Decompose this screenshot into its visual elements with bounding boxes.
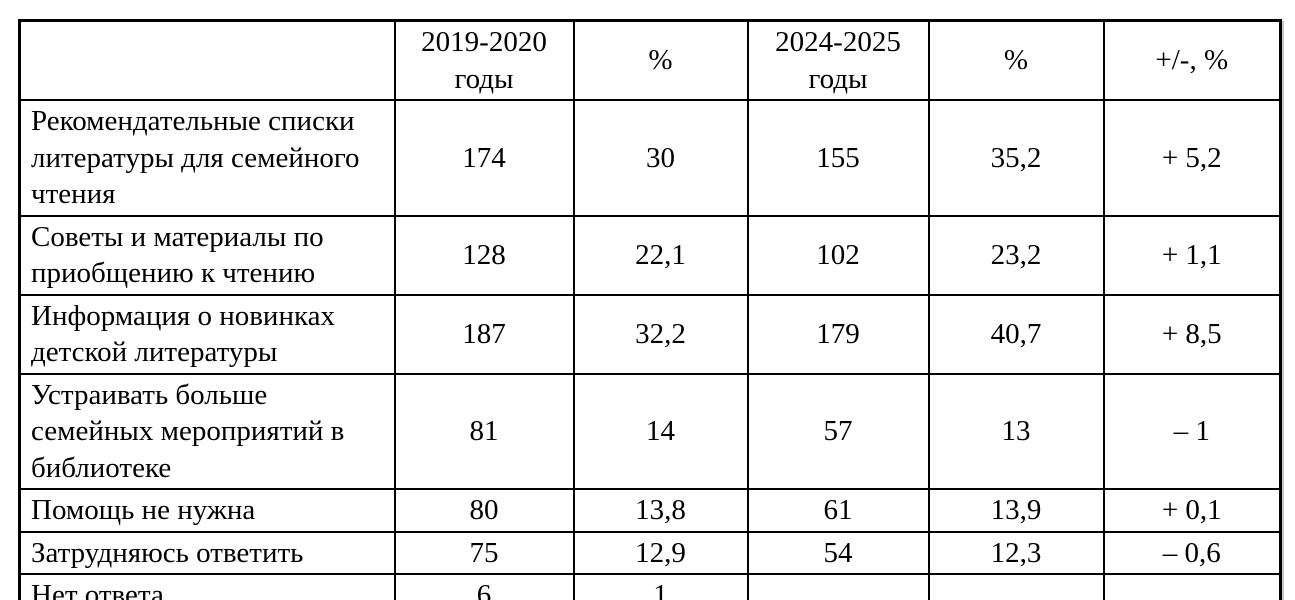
value-cell: + 5,2 (1102, 99, 1282, 217)
table-header-row: 2019-2020 годы % 2024-2025 годы % +/-, % (18, 19, 1282, 102)
value-cell (1102, 573, 1282, 600)
value-cell: + 0,1 (1102, 488, 1282, 533)
value-cell: 12,9 (572, 530, 749, 576)
value-cell: 13,8 (572, 488, 749, 533)
value-cell: 128 (393, 214, 575, 296)
row-label: Затрудняюсь ответить (18, 530, 396, 576)
value-cell: 40,7 (927, 293, 1105, 375)
table-row: Устраивать больше семейных мероприятий в… (18, 372, 1282, 491)
survey-comparison-table: 2019-2020 годы % 2024-2025 годы % +/-, %… (18, 19, 1282, 600)
value-cell: 54 (746, 530, 930, 576)
value-cell: 32,2 (572, 293, 749, 375)
value-cell: 35,2 (927, 99, 1105, 217)
table-row: Информация о новинках детской литературы… (18, 293, 1282, 375)
value-cell: 80 (393, 488, 575, 533)
header-percent-2019: % (572, 19, 749, 102)
value-cell (927, 573, 1105, 600)
row-label: Помощь не нужна (18, 488, 396, 533)
value-cell: 75 (393, 530, 575, 576)
table-row: Советы и материалы по приобщению к чтени… (18, 214, 1282, 296)
value-cell: – 0,6 (1102, 530, 1282, 576)
table-row: Помощь не нужна 80 13,8 61 13,9 + 0,1 (18, 488, 1282, 533)
value-cell: 174 (393, 99, 575, 217)
table-row: Рекомендательные списки литературы для с… (18, 99, 1282, 217)
header-percent-2024: % (927, 19, 1105, 102)
row-label: Рекомендательные списки литературы для с… (18, 99, 396, 217)
value-cell: 1 (572, 573, 749, 600)
table-row: Нет ответа 6 1 (18, 573, 1282, 600)
value-cell: 179 (746, 293, 930, 375)
row-label: Советы и материалы по приобщению к чтени… (18, 214, 396, 296)
value-cell: 14 (572, 372, 749, 491)
table-row: Затрудняюсь ответить 75 12,9 54 12,3 – 0… (18, 530, 1282, 576)
value-cell (746, 573, 930, 600)
header-years-2024-2025: 2024-2025 годы (746, 19, 930, 102)
row-label: Информация о новинках детской литературы (18, 293, 396, 375)
value-cell: 12,3 (927, 530, 1105, 576)
value-cell: 13 (927, 372, 1105, 491)
row-label: Нет ответа (18, 573, 396, 600)
value-cell: – 1 (1102, 372, 1282, 491)
header-change-percent: +/-, % (1102, 19, 1282, 102)
header-empty (18, 19, 396, 102)
value-cell: 81 (393, 372, 575, 491)
value-cell: 57 (746, 372, 930, 491)
value-cell: 22,1 (572, 214, 749, 296)
value-cell: 13,9 (927, 488, 1105, 533)
row-label: Устраивать больше семейных мероприятий в… (18, 372, 396, 491)
header-years-2019-2020: 2019-2020 годы (393, 19, 575, 102)
value-cell: + 1,1 (1102, 214, 1282, 296)
value-cell: + 8,5 (1102, 293, 1282, 375)
value-cell: 30 (572, 99, 749, 217)
value-cell: 61 (746, 488, 930, 533)
value-cell: 155 (746, 99, 930, 217)
value-cell: 102 (746, 214, 930, 296)
value-cell: 23,2 (927, 214, 1105, 296)
value-cell: 6 (393, 573, 575, 600)
value-cell: 187 (393, 293, 575, 375)
